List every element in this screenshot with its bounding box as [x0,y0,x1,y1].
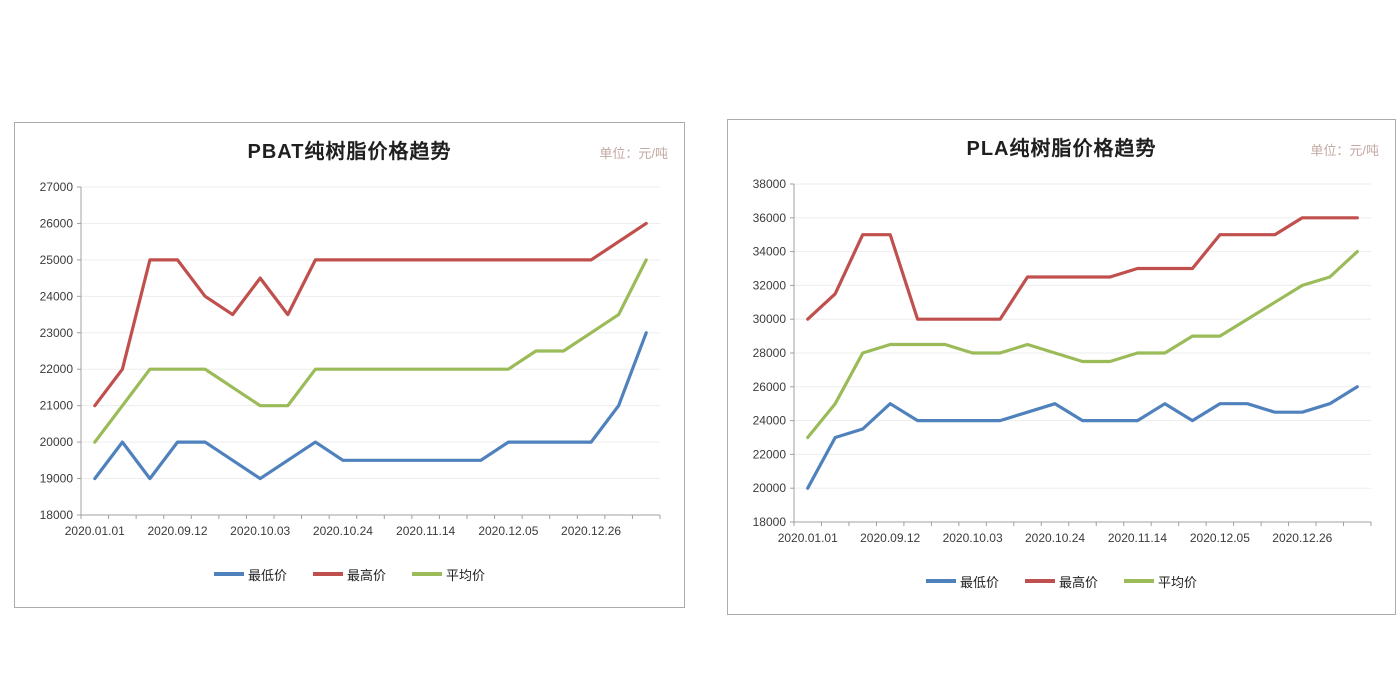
y-tick-label: 18000 [753,515,787,529]
x-tick-label: 2020.11.14 [1108,531,1167,545]
x-tick-label: 2020.12.05 [478,524,538,538]
legend-label: 最低价 [959,574,999,590]
chart-header-pbat: PBAT纯树脂价格趋势 单位：元/吨 [15,123,684,181]
y-tick-label: 24000 [753,414,787,428]
y-tick-label: 32000 [753,278,787,292]
y-tick-label: 34000 [753,245,787,259]
x-tick-label: 2020.10.03 [230,524,290,538]
legend-item-最高价: 最高价 [1024,572,1098,591]
x-tick-label: 2020.12.26 [561,524,621,538]
y-tick-label: 30000 [753,312,787,326]
chart-header-pla: PLA纯树脂价格趋势 单位：元/吨 [728,120,1395,178]
y-tick-label: 24000 [40,289,74,303]
legend-item-平均价: 平均价 [1124,572,1197,591]
y-tick-label: 20000 [753,481,787,495]
series-line-最低价 [806,385,1359,490]
y-tick-label: 28000 [753,346,787,360]
chart-legend-pbat: 最低价 最高价 平均价 [15,559,684,589]
y-tick-label: 22000 [40,362,74,376]
y-tick-label: 38000 [753,178,787,191]
chart-title-pbat: PBAT纯树脂价格趋势 [247,141,452,163]
x-tick-label: 2020.10.03 [943,531,1003,545]
series-line-平均价 [93,258,648,444]
y-tick-label: 27000 [40,181,74,194]
legend-swatch [1024,579,1055,583]
x-tick-label: 2020.12.05 [1190,531,1250,545]
legend-item-平均价: 平均价 [412,565,485,584]
y-tick-label: 19000 [40,472,74,486]
y-tick-label: 25000 [40,253,74,267]
y-tick-label: 18000 [40,508,74,522]
series-line-平均价 [806,249,1359,440]
legend-label: 最高价 [346,567,386,583]
legend-swatch [412,572,442,576]
chart-panel-pbat: PBAT纯树脂价格趋势 单位：元/吨 18000 19000 20000 21000 2… [14,122,685,608]
x-tick-label: 2020.10.24 [1025,531,1085,545]
series-line-最低价 [93,331,648,481]
legend-swatch [312,572,343,576]
legend-item-最低价: 最低价 [213,565,287,584]
chart-legend-pla: 最低价 最高价 平均价 [728,566,1395,596]
x-tick-label: 2020.11.14 [396,524,455,538]
x-tick-label: 2020.09.12 [147,524,207,538]
legend-item-最高价: 最高价 [312,565,386,584]
x-tick-label: 2020.01.01 [65,524,125,538]
x-tick-label: 2020.10.24 [313,524,373,538]
legend-label: 最高价 [1058,574,1098,590]
y-tick-label: 23000 [40,326,74,340]
series-line-最高价 [93,221,648,408]
y-tick-label: 21000 [40,399,74,413]
y-tick-label: 22000 [753,447,787,461]
chart-title-pla: PLA纯树脂价格趋势 [966,138,1157,160]
series-line-最高价 [806,216,1359,321]
legend-label: 平均价 [446,567,486,583]
unit-label-pla: 单位：元/吨 [1310,143,1379,158]
y-tick-label: 20000 [40,435,74,449]
legend-swatch [1124,579,1154,583]
legend-item-最低价: 最低价 [925,572,999,591]
unit-label-pbat: 单位：元/吨 [599,146,668,161]
y-tick-label: 26000 [40,216,74,230]
x-tick-label: 2020.12.26 [1272,531,1332,545]
y-tick-label: 36000 [753,211,787,225]
legend-label: 最低价 [247,567,287,583]
chart-plot-pla: 18000 20000 22000 24000 26000 28000 30000 32000… [753,178,1372,545]
legend-label: 平均价 [1158,574,1198,590]
chart-plot-pbat: 18000 19000 20000 21000 22000 23000 24000 25000… [40,181,661,538]
x-tick-label: 2020.09.12 [860,531,920,545]
y-tick-label: 26000 [753,380,787,394]
x-tick-label: 2020.01.01 [778,531,838,545]
legend-swatch [925,579,956,583]
chart-panel-pla: PLA纯树脂价格趋势 单位：元/吨 18000 20000 22000 24000 26… [727,119,1396,615]
legend-swatch [213,572,244,576]
